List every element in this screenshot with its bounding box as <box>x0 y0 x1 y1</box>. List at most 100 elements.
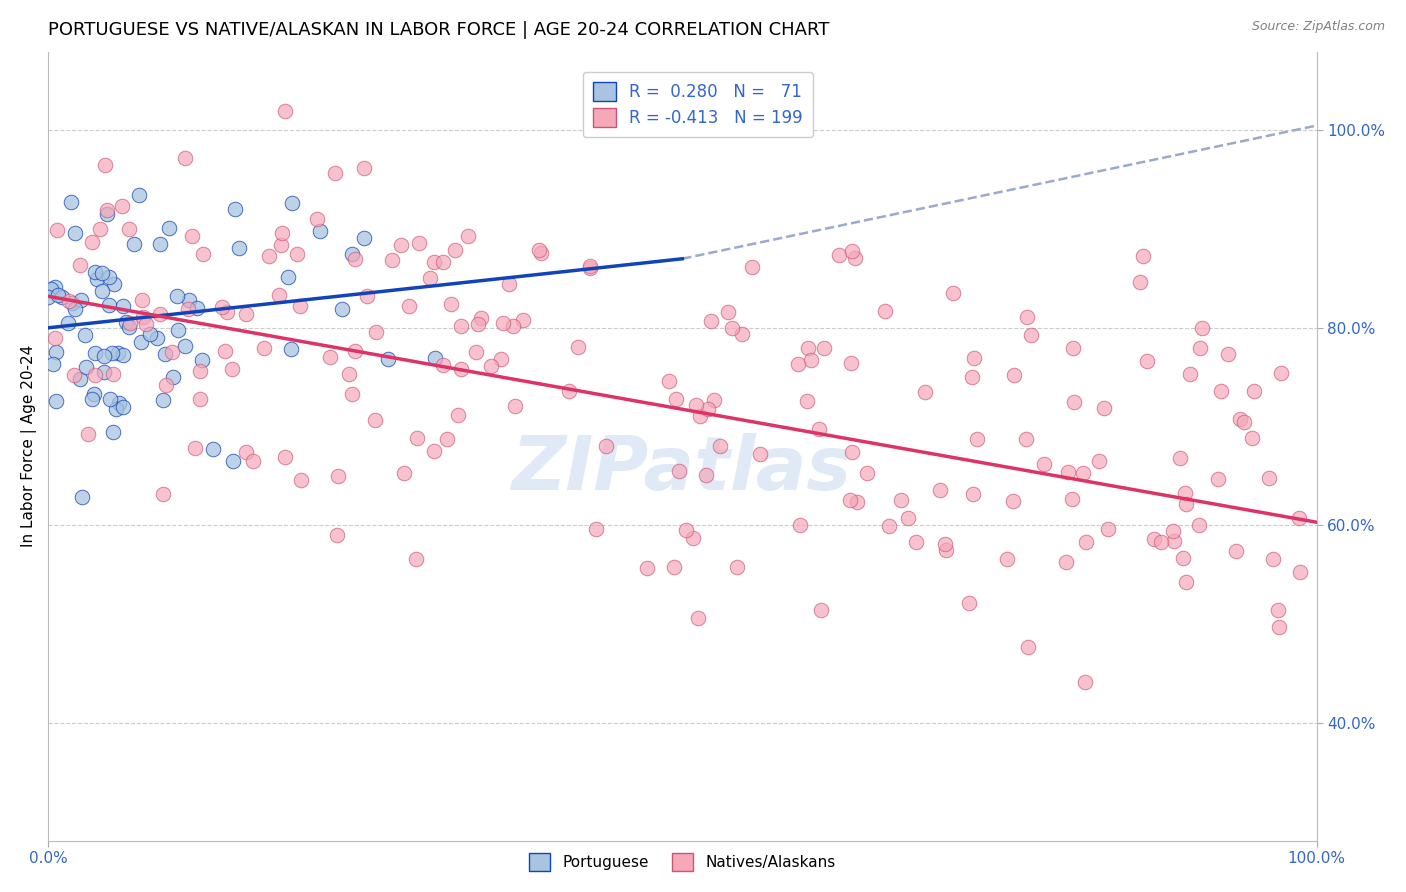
Point <box>145 331 167 345</box>
Point <box>914 384 936 399</box>
Point <box>1174 485 1197 500</box>
Point <box>273 103 295 118</box>
Point <box>432 255 454 269</box>
Point <box>696 401 718 416</box>
Point <box>342 247 364 261</box>
Point <box>120 316 142 330</box>
Point <box>184 441 207 455</box>
Point <box>786 357 808 371</box>
Point <box>425 351 447 365</box>
Point <box>45 223 67 237</box>
Point <box>703 393 725 408</box>
Point <box>489 352 512 367</box>
Point <box>875 304 897 318</box>
Point <box>1056 465 1078 479</box>
Point <box>84 265 107 279</box>
Point <box>675 524 697 538</box>
Point <box>72 490 94 504</box>
Point <box>366 325 388 339</box>
Point <box>339 367 361 381</box>
Point <box>45 345 67 359</box>
Point <box>839 492 862 507</box>
Point <box>465 345 488 359</box>
Point <box>122 237 145 252</box>
Point <box>323 166 346 180</box>
Point <box>1017 640 1039 655</box>
Point <box>1002 368 1025 382</box>
Point <box>1129 276 1152 290</box>
Point <box>271 226 294 240</box>
Legend: Portuguese, Natives/Alaskans: Portuguese, Natives/Alaskans <box>523 847 842 877</box>
Point <box>51 290 73 304</box>
Point <box>118 319 141 334</box>
Point <box>585 522 607 536</box>
Point <box>1180 368 1202 382</box>
Point <box>76 427 98 442</box>
Point <box>1054 555 1077 569</box>
Point <box>877 518 900 533</box>
Text: Source: ZipAtlas.com: Source: ZipAtlas.com <box>1251 20 1385 33</box>
Point <box>1088 453 1111 467</box>
Point <box>93 349 115 363</box>
Point <box>479 359 502 374</box>
Point <box>86 272 108 286</box>
Point <box>188 392 211 407</box>
Point <box>228 241 250 255</box>
Point <box>689 409 711 423</box>
Point <box>381 253 404 268</box>
Point <box>432 358 454 372</box>
Point <box>58 293 80 308</box>
Point <box>112 348 135 362</box>
Point <box>789 518 811 533</box>
Point <box>326 528 349 542</box>
Point <box>152 393 174 408</box>
Point <box>224 202 246 217</box>
Point <box>405 551 427 566</box>
Point <box>162 370 184 384</box>
Point <box>1191 320 1213 334</box>
Point <box>112 299 135 313</box>
Point <box>1229 412 1251 426</box>
Point <box>1211 384 1233 399</box>
Point <box>665 392 688 406</box>
Point <box>398 299 420 313</box>
Point <box>181 228 204 243</box>
Point <box>93 365 115 379</box>
Point <box>450 362 472 376</box>
Point <box>1015 432 1038 446</box>
Point <box>128 188 150 202</box>
Point <box>267 288 290 302</box>
Point <box>800 352 823 367</box>
Point <box>89 222 111 236</box>
Point <box>157 220 180 235</box>
Point <box>1270 366 1292 380</box>
Point <box>1189 341 1212 355</box>
Point <box>1015 310 1038 324</box>
Point <box>695 467 717 482</box>
Point <box>167 323 190 337</box>
Point <box>796 341 818 355</box>
Point <box>1074 675 1097 690</box>
Point <box>98 298 121 312</box>
Point <box>498 277 520 292</box>
Point <box>1097 522 1119 536</box>
Point <box>60 195 83 210</box>
Point <box>391 237 413 252</box>
Point <box>214 344 236 359</box>
Point <box>221 362 243 376</box>
Point <box>39 282 62 296</box>
Point <box>741 260 763 274</box>
Point <box>174 339 197 353</box>
Point <box>905 535 928 549</box>
Point <box>112 401 135 415</box>
Point <box>700 314 723 328</box>
Point <box>1136 354 1159 368</box>
Point <box>242 454 264 468</box>
Point <box>1243 384 1265 398</box>
Point <box>82 392 104 406</box>
Point <box>796 394 818 409</box>
Point <box>290 473 312 487</box>
Point <box>1206 472 1229 486</box>
Point <box>1175 575 1198 590</box>
Point <box>966 433 988 447</box>
